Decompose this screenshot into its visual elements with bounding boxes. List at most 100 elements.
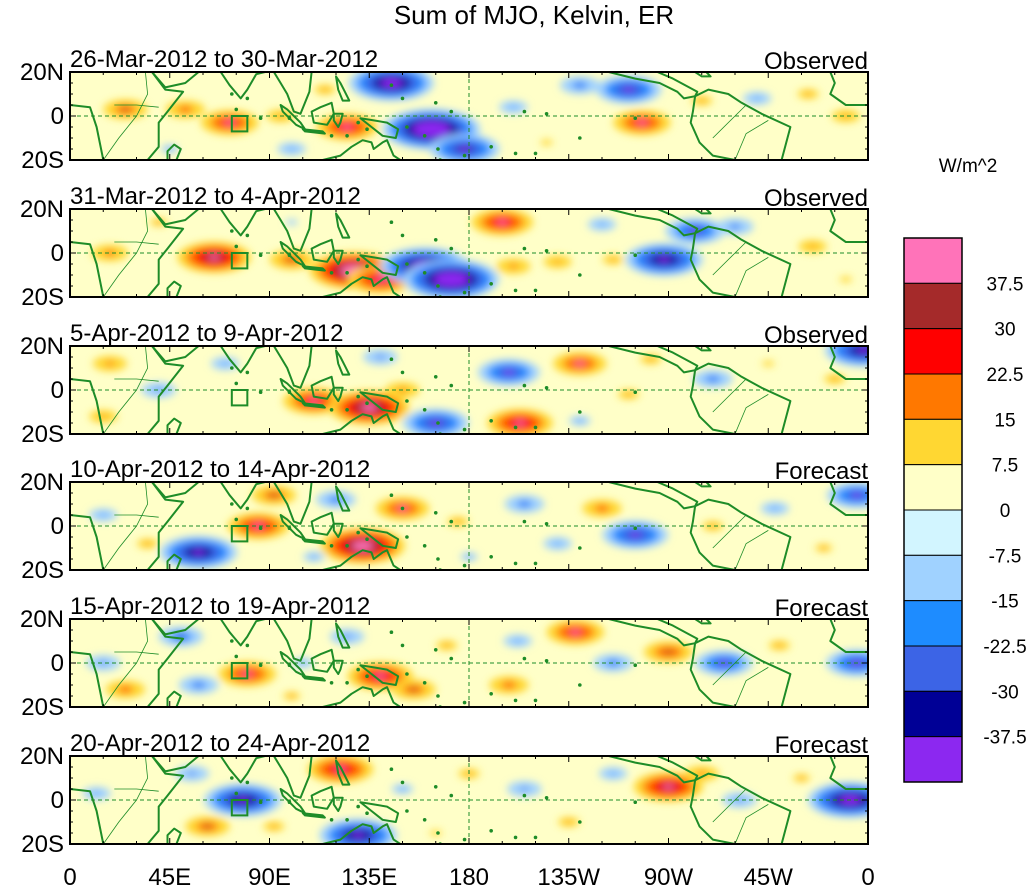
island xyxy=(489,692,493,696)
index-box xyxy=(230,662,249,680)
anomaly-blob xyxy=(503,634,532,648)
island xyxy=(245,370,250,375)
coastline-caribbean xyxy=(694,72,712,78)
country-border xyxy=(114,378,159,382)
island xyxy=(422,818,427,822)
island xyxy=(345,544,349,548)
island xyxy=(389,493,394,498)
colorbar-label: 15 xyxy=(994,410,1015,431)
island xyxy=(462,153,467,158)
contour-band xyxy=(465,555,473,559)
island xyxy=(230,229,234,233)
panel-type-label: Observed xyxy=(764,48,868,75)
coastline-india xyxy=(219,482,267,510)
anomaly-blob xyxy=(644,641,693,663)
colorbar-swatch xyxy=(903,237,963,284)
anomaly-blob xyxy=(159,536,238,569)
panel-date-range: 10-Apr-2012 to 14-Apr-2012 xyxy=(70,456,370,483)
island xyxy=(433,511,438,515)
panel-date-range: 26-Mar-2012 to 30-Mar-2012 xyxy=(70,46,378,73)
contour-band xyxy=(698,771,706,776)
island xyxy=(329,134,334,138)
contour-band xyxy=(203,824,212,829)
anomaly-blob xyxy=(277,142,306,156)
island xyxy=(462,427,467,432)
contour-band xyxy=(144,542,151,546)
anomaly-blob xyxy=(92,355,127,372)
island xyxy=(436,284,440,288)
island xyxy=(234,517,239,522)
anomaly-blob xyxy=(798,239,827,253)
anomaly-blob xyxy=(587,217,617,231)
y-tick-label: 20S xyxy=(21,147,64,174)
contour-band xyxy=(188,771,196,776)
colorbar-swatch xyxy=(903,282,963,330)
contour-band xyxy=(852,493,862,498)
island xyxy=(234,381,239,386)
coastline-africa_e xyxy=(70,482,185,570)
anomaly-blob xyxy=(471,209,534,236)
panel-type-label: Forecast xyxy=(775,595,869,622)
island xyxy=(258,116,263,120)
coastline-arabia xyxy=(151,209,200,226)
panel-date-range: 31-Mar-2012 to 4-Apr-2012 xyxy=(70,183,361,210)
coastline-india xyxy=(219,756,267,784)
y-tick-label: 0 xyxy=(51,787,64,814)
contour-band xyxy=(520,787,529,791)
panel-type-label: Forecast xyxy=(775,732,869,759)
panel-field xyxy=(70,209,868,297)
contour-band xyxy=(352,832,364,838)
island xyxy=(513,288,518,293)
anomaly-blob xyxy=(598,767,628,781)
island xyxy=(462,700,467,705)
island xyxy=(433,238,438,242)
coastlines xyxy=(70,72,868,160)
anomaly-blob xyxy=(89,409,118,423)
coastline-madagascar xyxy=(166,280,182,297)
island xyxy=(258,800,263,804)
x-tick-label: 45E xyxy=(148,864,191,889)
coastline-samerica xyxy=(689,772,792,844)
island xyxy=(356,804,360,809)
panel-6: 20N 0 20S 20-Apr-2012 to 24-Apr-2012 Forecas… xyxy=(20,730,869,858)
panel-field xyxy=(70,756,868,844)
index-box xyxy=(230,389,249,407)
anomaly-blob xyxy=(797,89,819,99)
contour-band xyxy=(576,83,584,87)
panels: 20N 0 20S 26-Mar-2012 to 30-Mar-2012 Observe… xyxy=(20,46,869,858)
coastline-india xyxy=(219,619,267,647)
x-tick-label: 45W xyxy=(744,864,794,889)
coastline-caribbean xyxy=(694,209,712,215)
coastline-caribbean xyxy=(694,619,712,625)
coastline-philippines xyxy=(335,759,351,786)
anomaly-blob xyxy=(602,520,669,549)
colorbar-label: -7.5 xyxy=(989,546,1022,567)
anomaly-blob xyxy=(320,527,405,564)
coastline-philippines xyxy=(335,349,351,376)
contour-band xyxy=(575,361,585,366)
y-tick-label: 0 xyxy=(51,513,64,540)
coastline-westafrica xyxy=(829,756,868,790)
island xyxy=(533,151,538,156)
y-tick-label: 20N xyxy=(20,59,64,86)
island xyxy=(245,96,250,101)
anomaly-blob xyxy=(460,552,478,561)
contour-band xyxy=(663,784,674,790)
anomaly-blob xyxy=(429,134,500,160)
coastline-samerica xyxy=(689,498,792,570)
x-tick-label: 0 xyxy=(63,864,76,889)
anomaly-blob xyxy=(496,258,531,274)
panel-type-label: Forecast xyxy=(775,458,869,485)
country-border xyxy=(102,619,149,707)
island xyxy=(513,151,518,156)
x-tick-label: 90E xyxy=(248,864,291,889)
contour-band xyxy=(192,550,205,555)
contour-band xyxy=(514,639,522,643)
island xyxy=(400,780,405,785)
contour-band xyxy=(798,776,805,780)
colorbar-label: 30 xyxy=(994,320,1015,341)
country-border xyxy=(102,482,149,570)
coastline-philippines xyxy=(335,622,351,649)
anomaly-blob xyxy=(546,619,605,645)
